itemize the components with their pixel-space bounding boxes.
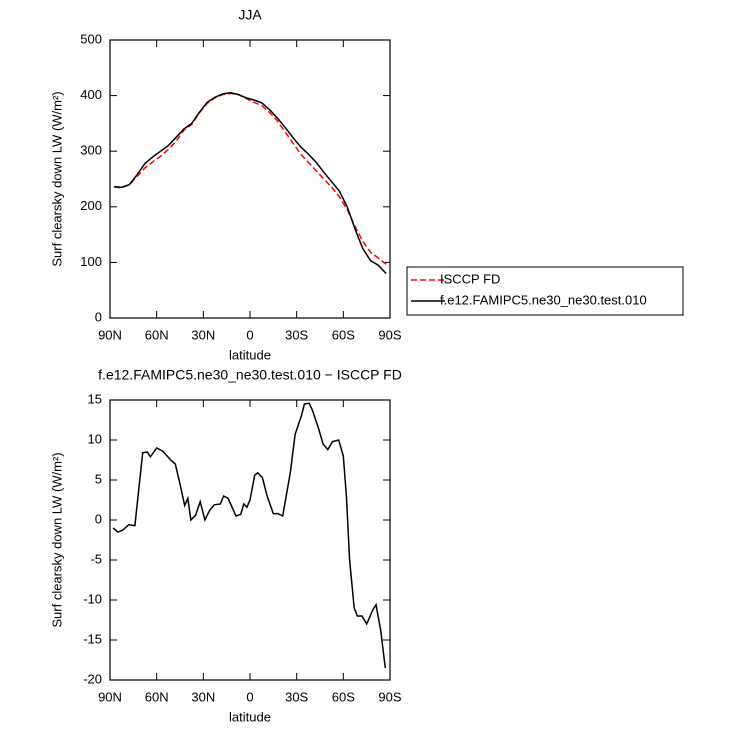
legend-label: f.e12.FAMIPC5.ne30_ne30.test.010 [440,292,647,307]
y-axis-label: Surf clearsky down LW (W/m²) [49,452,64,627]
x-tick-label: 60S [332,689,355,704]
x-tick-label: 60N [145,689,169,704]
y-tick-label: 10 [88,431,102,446]
x-tick-label: 30N [191,327,215,342]
x-tick-label: 90S [378,689,401,704]
y-tick-label: -5 [90,551,102,566]
legend-label: ISCCP FD [440,271,500,286]
y-tick-label: 0 [95,309,102,324]
x-axis-label: latitude [229,347,271,362]
x-tick-label: 90N [98,689,122,704]
x-axis-label: latitude [229,709,271,724]
data-line [113,92,387,275]
y-tick-label: 0 [95,511,102,526]
y-tick-label: -10 [83,591,102,606]
y-tick-label: 400 [80,87,102,102]
y-axis-label: Surf clearsky down LW (W/m²) [49,91,64,266]
chart-title: JJA [238,7,262,23]
legend-box [406,266,684,316]
y-tick-label: 300 [80,143,102,158]
x-tick-label: 30S [285,689,308,704]
y-tick-label: -20 [83,671,102,686]
plot-frame [109,399,391,681]
x-tick-label: 90S [378,327,401,342]
y-tick-label: 5 [95,471,102,486]
y-tick-label: 15 [88,391,102,406]
chart-title: f.e12.FAMIPC5.ne30_ne30.test.010 − ISCCP… [98,367,402,383]
y-tick-label: 200 [80,198,102,213]
x-tick-label: 0 [246,689,253,704]
x-tick-label: 30N [191,689,215,704]
y-tick-label: -15 [83,631,102,646]
x-tick-label: 30S [285,327,308,342]
x-tick-label: 0 [246,327,253,342]
x-tick-label: 60S [332,327,355,342]
y-tick-label: 100 [80,254,102,269]
data-line [112,402,387,669]
plot-frame [109,39,391,319]
x-tick-label: 60N [145,327,169,342]
data-line [113,92,387,265]
y-tick-label: 500 [80,31,102,46]
x-tick-label: 90N [98,327,122,342]
